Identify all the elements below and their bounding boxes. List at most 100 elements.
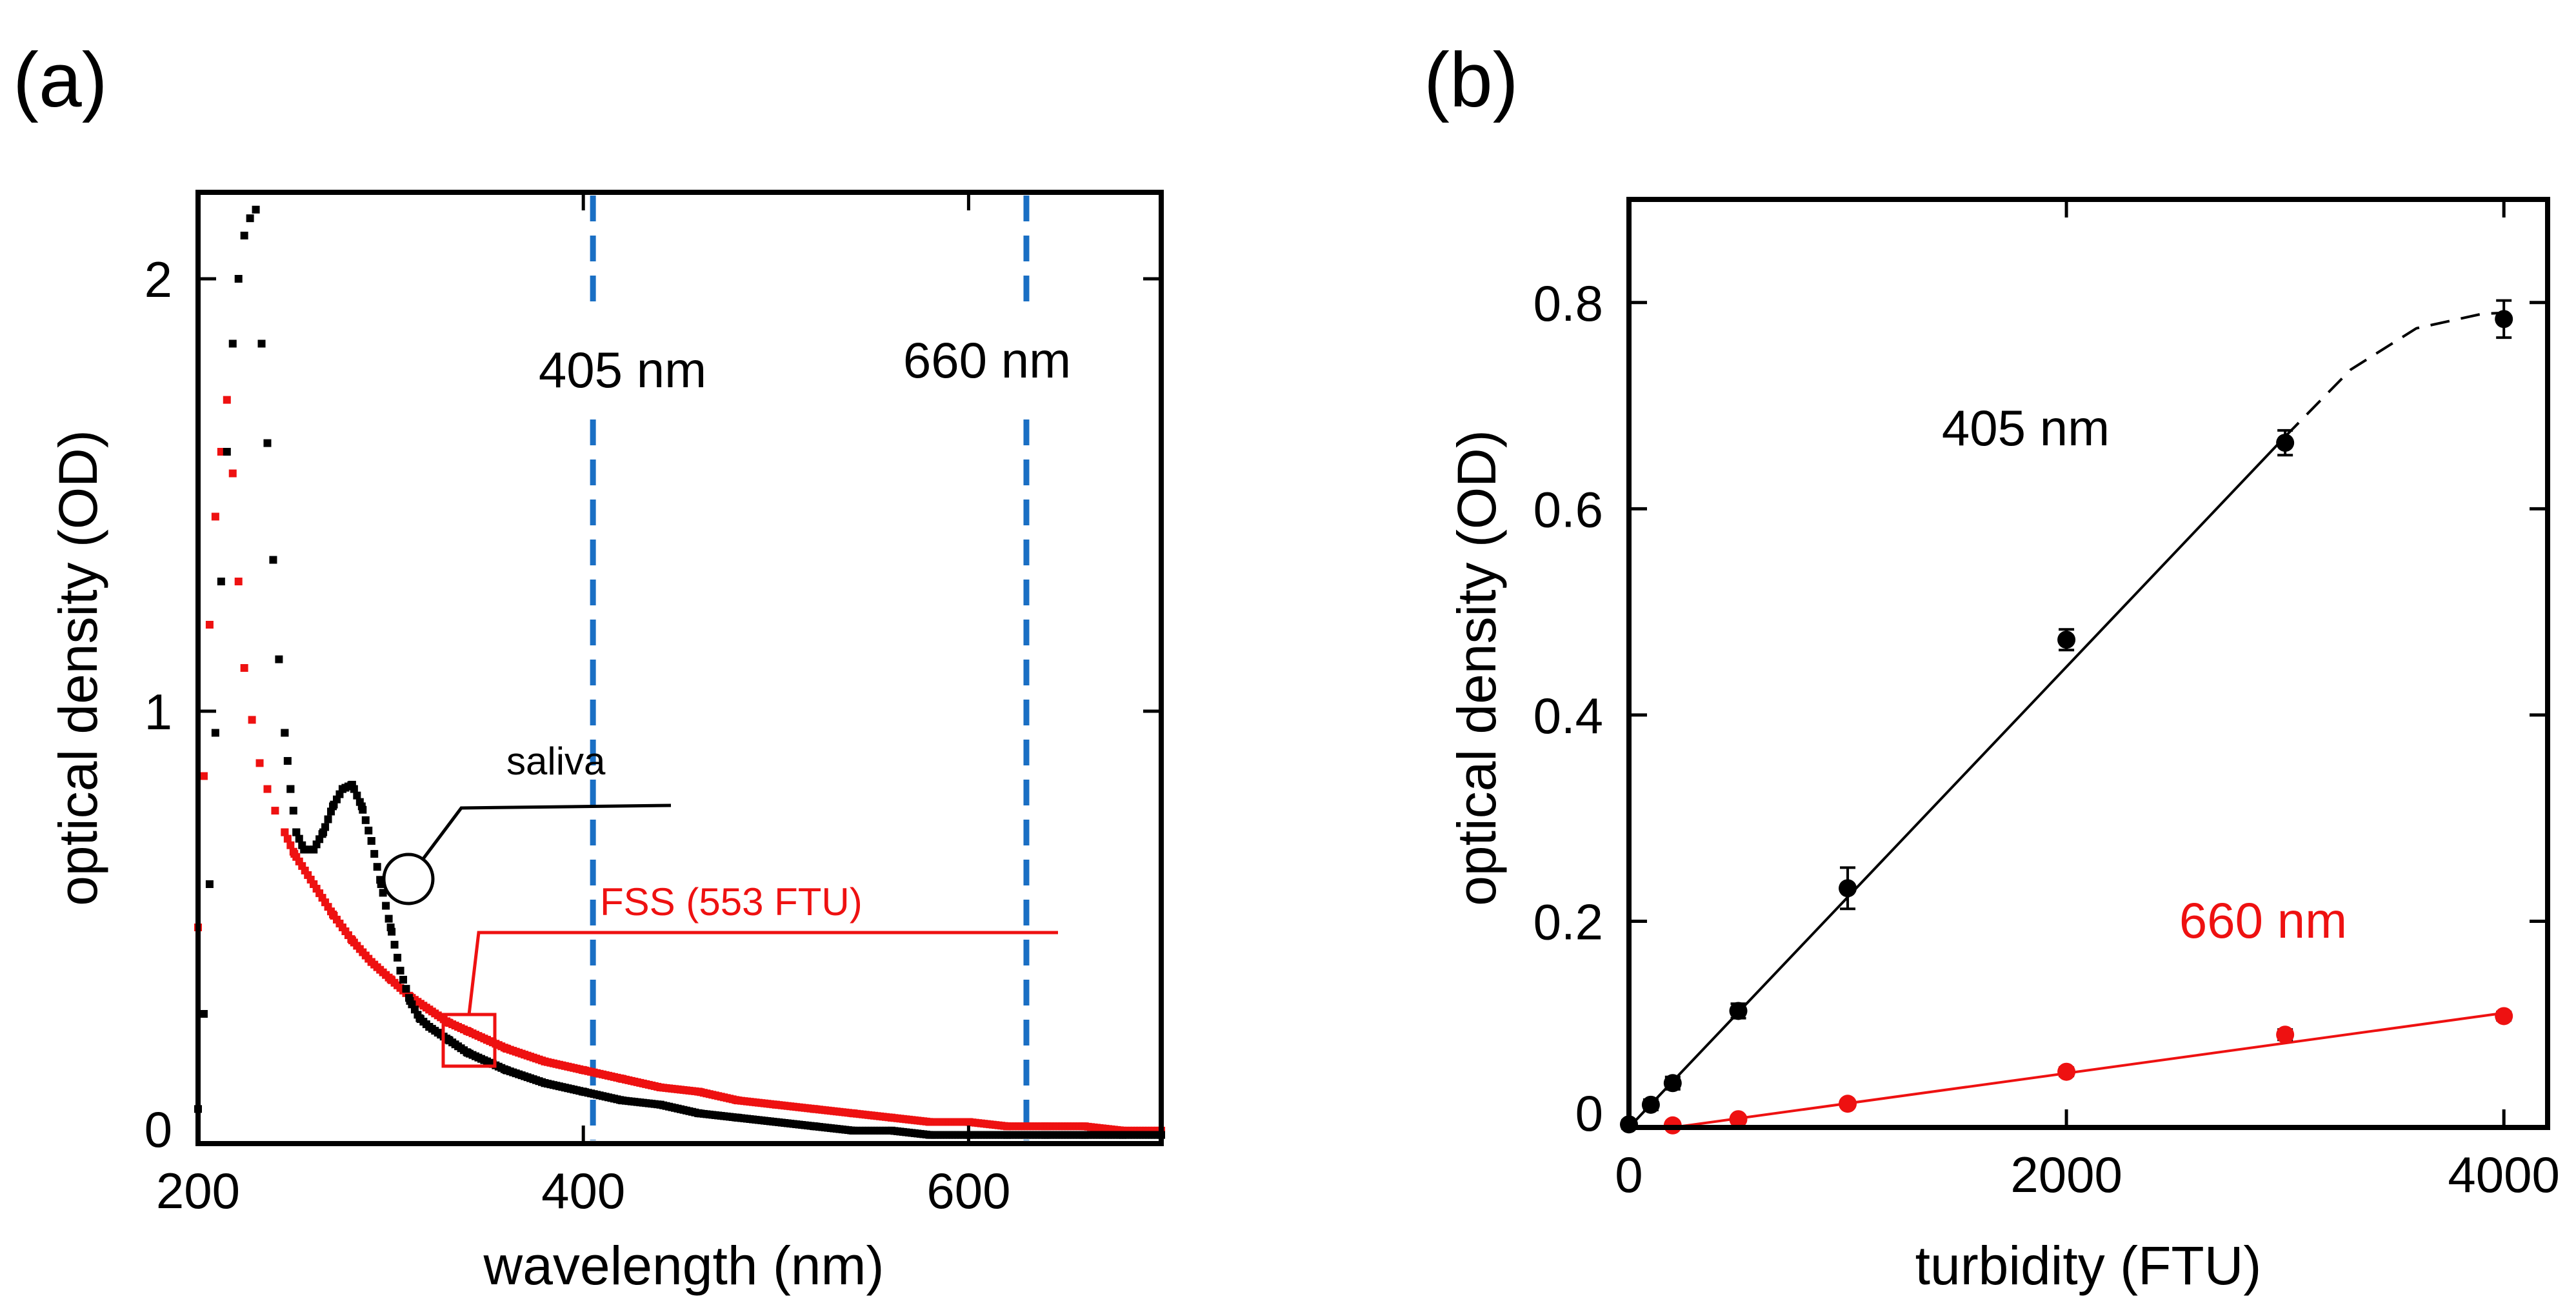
panel-a-fss-label: FSS (553 FTU) <box>600 880 863 924</box>
panel-b-y-tick-label: 0.8 <box>1533 275 1603 332</box>
panel-a-saliva-point <box>228 339 237 348</box>
panel-a-chart: (a) 200 400 600 0 1 2 wavelength (nm) optical… <box>13 37 1165 1296</box>
panel-a-saliva-dense-point <box>350 785 358 793</box>
panel-a-fss-point <box>199 772 208 780</box>
panel-a-saliva-point <box>234 275 243 283</box>
panel-a-saliva-dense-point <box>404 994 413 1002</box>
panel-a-saliva-marker-circle <box>382 853 435 905</box>
panel-a-saliva-point <box>275 655 283 663</box>
panel-b-ticks: 0 2000 4000 0 0.2 0.4 0.6 0.8 <box>1533 199 2560 1203</box>
panel-a-plot-frame <box>195 190 1164 1146</box>
panel-a-saliva-dense-point <box>361 816 370 824</box>
panel-b-label: (b) <box>1424 37 1519 123</box>
panel-a-saliva-point <box>263 439 272 447</box>
panel-a-saliva-dense-point <box>364 826 373 834</box>
panel-b-660nm-point <box>1729 1110 1748 1129</box>
panel-a-saliva-point <box>240 232 248 239</box>
panel-a-x-tick-label: 400 <box>541 1162 625 1219</box>
panel-a-saliva-dense-point <box>399 976 408 984</box>
panel-a-saliva-point <box>252 205 260 214</box>
panel-b-x-axis-title: turbidity (FTU) <box>1915 1235 2262 1296</box>
panel-b-405nm-point <box>1839 879 1857 898</box>
panel-b-660nm-fit-line <box>1672 1011 2504 1129</box>
panel-a-y-tick-label: 2 <box>145 251 172 308</box>
panel-a-saliva-dense-point <box>370 850 379 858</box>
panel-a-series-fss <box>194 396 1165 1135</box>
panel-a-fss-point <box>255 759 264 767</box>
panel-a-saliva-dense-point <box>382 902 390 910</box>
panel-b-405nm-label: 405 nm <box>1942 399 2110 456</box>
panel-a-saliva-dense-point <box>394 953 402 962</box>
panel-a-saliva-dense-point <box>295 834 303 843</box>
panel-a-fss-leader-line <box>467 931 1058 1015</box>
panel-a-saliva-dense-point <box>376 876 384 884</box>
panel-b-660nm-label: 660 nm <box>2179 892 2347 949</box>
panel-b-660nm-point <box>2057 1062 2076 1081</box>
panel-b-series-405nm <box>1620 299 2513 1134</box>
panel-a-fss-point <box>271 807 279 815</box>
panel-a-y-axis-title: optical density (OD) <box>48 430 108 906</box>
panel-a-fss-point <box>205 621 214 629</box>
panel-a-saliva-dense-point <box>367 837 375 845</box>
panel-a-fss-point <box>211 512 219 521</box>
panel-a-x-axis-title: wavelength (nm) <box>483 1235 884 1296</box>
panel-a-saliva-dense-point <box>373 863 381 871</box>
panel-b-x-tick-label: 4000 <box>2448 1146 2560 1203</box>
panel-a-saliva-point <box>205 880 214 888</box>
panel-a-saliva-point <box>223 448 231 456</box>
panel-a-reference-lines <box>590 196 1030 1140</box>
panel-b-405nm-fit-line <box>1628 436 2286 1129</box>
panel-a-label: (a) <box>13 37 108 123</box>
panel-a-saliva-dense-point <box>281 729 289 737</box>
panel-a-x-tick-label: 200 <box>156 1162 240 1219</box>
panel-a-saliva-dense-point <box>402 985 410 993</box>
panel-b-y-tick-label: 0 <box>1575 1085 1603 1142</box>
panel-b-plot-frame <box>1626 197 2550 1130</box>
panel-a-saliva-dense-point <box>384 914 393 923</box>
panel-a-saliva-point <box>211 729 219 737</box>
panel-a-fss-point <box>263 785 272 793</box>
panel-a-saliva-dense-point <box>283 757 292 765</box>
panel-a-y-tick-label: 1 <box>145 683 172 740</box>
panel-a-saliva-dense-point <box>355 798 364 806</box>
panel-a-fss-point <box>248 716 256 724</box>
panel-b-405nm-point <box>2495 310 2513 328</box>
panel-b-405nm-point <box>1729 1002 1748 1020</box>
panel-a-saliva-dense-point <box>292 828 301 836</box>
panel-a-fss-point <box>228 469 237 478</box>
panel-b-chart: (b) 0 2000 4000 0 0.2 0.4 0.6 0.8 turbidity (FT… <box>1424 37 2560 1296</box>
panel-a-fss-point <box>240 664 248 672</box>
panel-a-saliva-dense-point <box>353 791 361 800</box>
panel-a-fss-point <box>223 396 231 404</box>
panel-a-saliva-dense-point <box>390 940 399 949</box>
panel-b-y-tick-label: 0.6 <box>1533 481 1603 538</box>
panel-a-saliva-point <box>257 339 266 348</box>
panel-a-saliva-point <box>246 214 254 223</box>
panel-a-saliva-dense-point <box>324 815 332 823</box>
panel-a-saliva-dense-point <box>388 927 396 936</box>
panel-a-saliva-point <box>199 1010 208 1018</box>
panel-a-fss-dense-point <box>286 841 295 849</box>
panel-a-y-tick-label: 0 <box>145 1101 172 1158</box>
panel-b-660nm-point <box>1839 1095 1857 1113</box>
panel-b-405nm-fit-dashed <box>2284 311 2504 438</box>
panel-a-saliva-point <box>269 556 277 564</box>
panel-a-saliva-dense-point <box>286 785 295 793</box>
panel-b-405nm-point <box>2276 434 2295 452</box>
panel-a-saliva-point <box>217 578 225 585</box>
panel-a-saliva-dense-point <box>327 807 335 816</box>
panel-a-saliva-leader-line <box>421 803 672 861</box>
panel-a-saliva-dense-point <box>318 830 326 838</box>
panel-b-405nm-point <box>2057 631 2076 649</box>
panel-b-series-660nm <box>1663 1007 2513 1135</box>
panel-a-saliva-dense-point <box>289 807 297 815</box>
panel-b-x-tick-label: 0 <box>1615 1146 1642 1203</box>
panel-a-ref-label-660: 660 nm <box>903 332 1071 389</box>
panel-b-x-tick-label: 2000 <box>2010 1146 2122 1203</box>
panel-a-saliva-dense-point <box>359 805 367 814</box>
panel-a-saliva-dense-point <box>396 967 404 975</box>
panel-b-660nm-point <box>2495 1007 2513 1025</box>
panel-a-ticks: 200 400 600 0 1 2 <box>145 192 1161 1219</box>
panel-a-saliva-label: saliva <box>506 740 606 783</box>
